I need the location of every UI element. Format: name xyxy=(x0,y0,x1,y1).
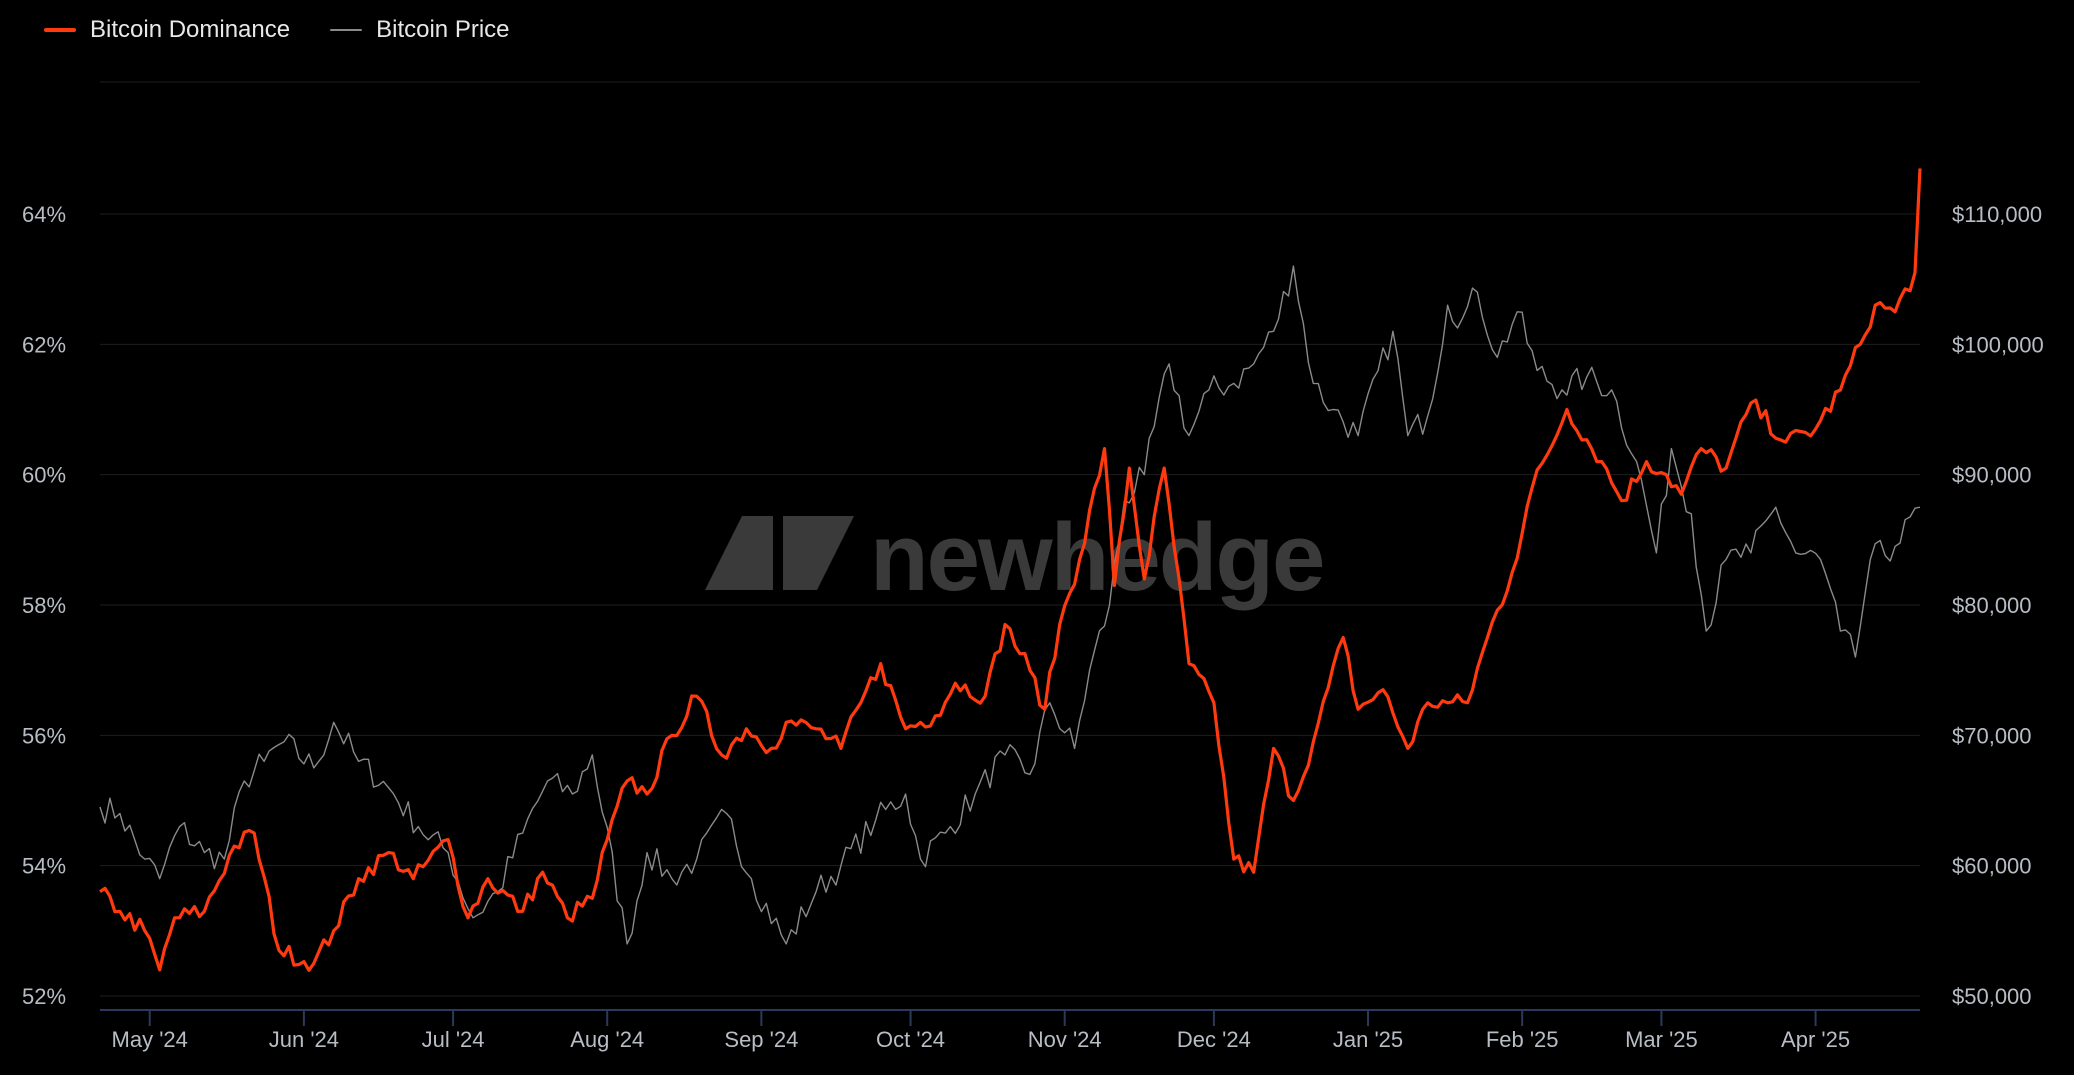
dominance-swatch-icon xyxy=(44,28,76,32)
left-tick-label: 52% xyxy=(22,984,66,1009)
right-tick-label: $50,000 xyxy=(1952,984,2032,1009)
dominance-line[interactable] xyxy=(99,168,1922,972)
right-tick-label: $60,000 xyxy=(1952,854,2032,879)
x-tick-label: May '24 xyxy=(112,1027,188,1052)
right-tick-label: $80,000 xyxy=(1952,593,2032,618)
grid xyxy=(100,81,1920,997)
watermark-logo-right-icon xyxy=(783,516,854,590)
right-tick-label: $90,000 xyxy=(1952,463,2032,488)
price-series[interactable] xyxy=(99,265,1921,945)
legend-item-bitcoin-dominance[interactable]: Bitcoin Dominance xyxy=(44,16,290,44)
x-tick-label: Sep '24 xyxy=(724,1027,798,1052)
legend: Bitcoin Dominance Bitcoin Price xyxy=(44,16,510,44)
left-axis: 52% 54% 56% 58% 60% 62% 64% xyxy=(22,202,66,1009)
x-axis: May '24 Jun '24 Jul '24 Aug '24 Sep '24 Oct '… xyxy=(100,1009,1920,1052)
watermark-logo-left-icon xyxy=(705,516,773,590)
right-axis: $50,000 $60,000 $70,000 $80,000 $90,000 $100,… xyxy=(1952,202,2044,1009)
x-tick-label: Apr '25 xyxy=(1781,1027,1850,1052)
left-tick-label: 58% xyxy=(22,593,66,618)
x-tick-label: Oct '24 xyxy=(876,1027,945,1052)
right-tick-label: $110,000 xyxy=(1952,202,2042,227)
dominance-series[interactable] xyxy=(99,168,1922,972)
x-tick-label: Aug '24 xyxy=(570,1027,644,1052)
x-tick-label: Mar '25 xyxy=(1625,1027,1698,1052)
left-tick-label: 56% xyxy=(22,723,66,748)
left-tick-label: 60% xyxy=(22,463,66,488)
left-tick-label: 62% xyxy=(22,332,66,357)
legend-label-dominance: Bitcoin Dominance xyxy=(90,16,291,43)
legend-label-price: Bitcoin Price xyxy=(376,16,510,43)
right-tick-label: $70,000 xyxy=(1952,723,2032,748)
left-tick-label: 64% xyxy=(22,202,66,227)
price-swatch-icon xyxy=(330,29,363,31)
left-tick-label: 54% xyxy=(22,854,66,879)
watermark: newhedge xyxy=(705,504,1325,611)
x-tick-label: Jul '24 xyxy=(422,1027,485,1052)
x-tick-label: Jun '24 xyxy=(269,1027,339,1052)
x-tick-label: Nov '24 xyxy=(1028,1027,1102,1052)
x-tick-label: Dec '24 xyxy=(1177,1027,1251,1052)
price-line[interactable] xyxy=(99,265,1921,945)
x-tick-label: Feb '25 xyxy=(1486,1027,1559,1052)
right-tick-label: $100,000 xyxy=(1952,332,2044,357)
legend-item-bitcoin-price[interactable]: Bitcoin Price xyxy=(330,16,510,44)
x-tick-label: Jan '25 xyxy=(1333,1027,1403,1052)
watermark-text: newhedge xyxy=(870,504,1323,611)
